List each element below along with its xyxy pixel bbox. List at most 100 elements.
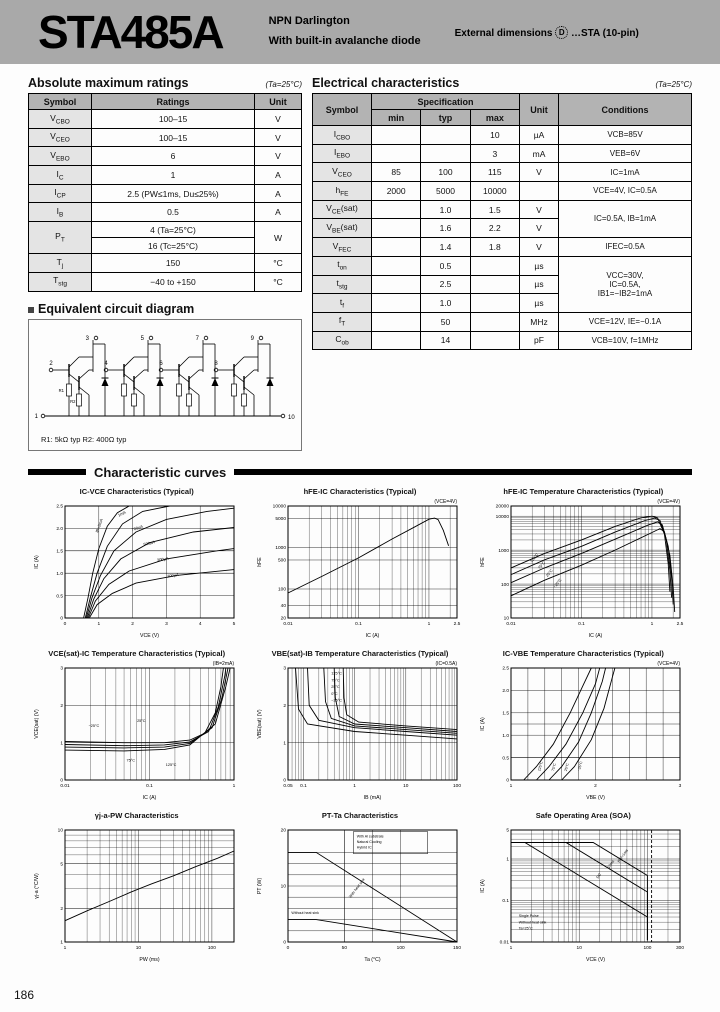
table-cell: VCEO [28,127,92,148]
svg-text:0.01: 0.01 [283,621,293,627]
table-cell: IC [28,165,92,185]
svg-text:1.5: 1.5 [56,548,63,554]
chart-canvas: 0.01 0.1 1 2.5 20 40 100 500 1000 5000 10000 IC (A)… [257,499,461,639]
table-cell: VEBO [28,146,92,167]
table-cell: 1.0 [420,293,471,313]
svg-text:IC (A): IC (A) [480,716,486,730]
svg-text:150: 150 [453,945,461,951]
table-row: Tj 150 °C [28,253,302,273]
table-cell: V [519,199,559,220]
svg-text:0.1: 0.1 [503,898,510,904]
circuit-diagram: 1 3 2 R1 R2 5 4 7 6 9 8 10 [35,335,295,421]
svg-text:1: 1 [510,783,513,789]
svg-text:1: 1 [60,740,63,746]
svg-text:IB=2mA: IB=2mA [94,517,104,532]
table-cell: VCE=12V, IE=−0.1A [558,311,692,332]
svg-text:75°C: 75°C [331,678,340,682]
table-cell: IC=0.5A, IB=1mA [558,199,692,239]
table-row: VCEO 100–15 V [28,127,302,148]
table-cell: fT [312,311,372,332]
svg-text:10000: 10000 [496,513,510,519]
table-row: IEBO 3 mA VEB=6V [312,143,692,164]
table-cell: VEB=6V [558,143,692,164]
table-cell: 0.5 [91,202,255,223]
table-row: IC 1 A [28,165,302,185]
table-cell: −40 to +150 [91,271,255,292]
table-cell: VCEO [312,162,372,183]
svg-text:10000: 10000 [273,503,287,509]
table-cell: 85 [370,162,422,183]
chart-vce-sat-ic: VCE(sat)-IC Temperature Characteristics … [28,646,245,804]
svg-text:0.1: 0.1 [578,621,585,627]
svg-text:5000: 5000 [275,516,286,522]
dims-prefix: External dimensions [454,27,553,39]
table-cell: 2.5 [420,274,471,295]
svg-text:10: 10 [281,883,287,889]
svg-text:Ta (°C): Ta (°C) [364,957,380,963]
svg-text:10: 10 [403,783,409,789]
svg-text:(IB=2mA): (IB=2mA) [212,661,234,667]
table-cell: 50 [420,311,471,332]
table-row: tf 1.0 µs [312,293,692,313]
svg-text:3: 3 [86,336,90,342]
svg-text:R1: R1 [59,388,65,393]
svg-text:Ta=25°C: Ta=25°C [519,926,533,930]
svg-text:4: 4 [104,361,108,367]
svg-text:10: 10 [288,415,295,421]
svg-text:2.5: 2.5 [677,621,684,627]
svg-text:100: 100 [644,945,652,951]
table-cell: µs [519,293,559,313]
table-cell [469,293,521,313]
page-number: 186 [14,988,35,1002]
svg-text:Hybrid IC: Hybrid IC [357,845,372,849]
chart-title: hFE-IC Characteristics (Typical) [303,486,417,496]
svg-text:5: 5 [507,827,510,833]
svg-text:1: 1 [63,945,66,951]
svg-text:25°C: 25°C [545,568,554,577]
svg-text:γj-a (°C/W): γj-a (°C/W) [34,873,40,899]
table-cell [370,255,422,276]
table-cell: °C [254,271,302,292]
table-cell: VCB=85V [558,125,692,145]
svg-text:1: 1 [353,783,356,789]
table-row: tstg 2.5 µs [312,274,692,295]
svg-text:VCE (V): VCE (V) [140,633,159,639]
svg-text:100: 100 [278,586,286,592]
abs-max-title: Absolute maximum ratings [28,76,189,90]
svg-text:IC (A): IC (A) [142,795,156,801]
svg-text:25°C: 25°C [331,685,340,689]
table-cell: 3 [469,143,521,164]
table-cell: W [254,221,302,255]
table-cell: 100–15 [91,109,255,129]
svg-text:10ms: 10ms [607,859,616,869]
svg-text:Single Pulse: Single Pulse [519,914,539,918]
abs-max-condition: (Ta=25°C) [265,80,302,89]
svg-text:3: 3 [60,665,63,671]
svg-text:1: 1 [428,621,431,627]
curves-section-header: Characteristic curves [28,465,692,480]
svg-text:DC: DC [596,872,603,879]
svg-text:8: 8 [214,361,218,367]
svg-text:−25°C: −25°C [553,577,563,588]
svg-text:300µA: 300µA [156,555,169,562]
svg-text:−25°C: −25°C [331,698,342,702]
table-cell: 5000 [420,181,471,201]
svg-text:75°C: 75°C [126,758,135,762]
svg-text:−25°C: −25°C [577,760,584,771]
svg-text:1000: 1000 [275,545,286,551]
chart-title: Safe Operating Area (SOA) [535,810,631,820]
svg-text:2.5: 2.5 [56,503,63,509]
chart-title: γj-a-PW Characteristics [94,810,179,820]
table-cell: 1.4 [420,237,471,257]
svg-text:125°C: 125°C [331,671,342,675]
svg-text:3: 3 [283,665,286,671]
chart-title: IC-VCE Characteristics (Typical) [79,486,194,496]
table-cell: IFEC=0.5A [558,237,692,257]
table-cell: 1.8 [469,237,521,257]
chart-ic-vbe: IC-VBE Temperature Characteristics (Typi… [475,646,692,804]
table-cell [469,330,521,351]
col-unit: Unit [254,93,302,110]
table-row: ICP 2.5 (PW≤1ms, Du≤25%) A [28,183,302,204]
svg-text:2.5: 2.5 [503,665,510,671]
